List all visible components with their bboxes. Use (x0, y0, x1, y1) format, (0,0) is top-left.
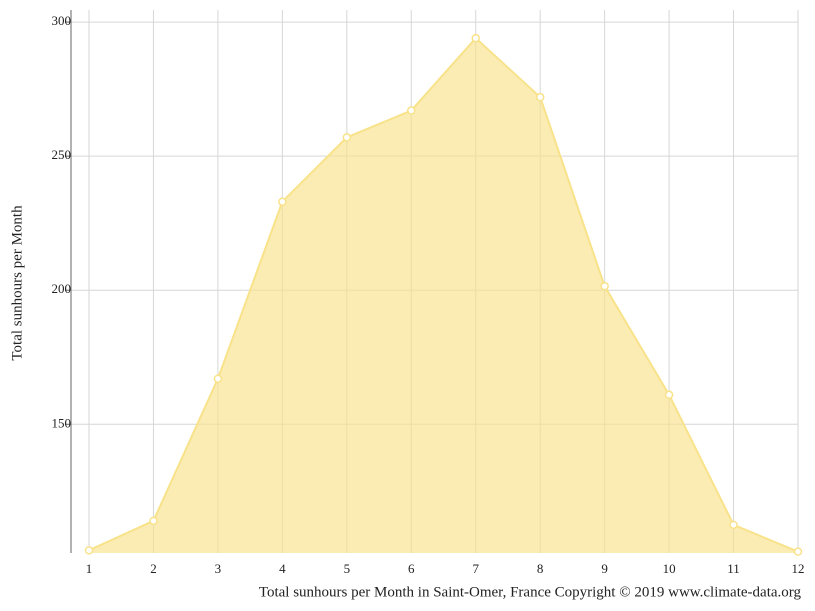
point (664, 390, 674, 400)
x-tick-label: 7 (472, 561, 479, 576)
x-tick-label: 2 (150, 561, 157, 576)
point (149, 516, 158, 526)
y-axis-label: Total sunhours per Month (9, 205, 25, 361)
point (407, 106, 416, 115)
point (84, 546, 94, 555)
x-tick-label: 11 (727, 561, 740, 576)
y-tick-label: 200 (52, 281, 72, 296)
y-tick-label: 300 (52, 13, 72, 28)
point (793, 547, 803, 556)
x-tick-label: 9 (601, 561, 608, 576)
point (213, 374, 223, 383)
point (600, 281, 609, 291)
y-tick-label: 150 (52, 415, 72, 430)
x-tick-label: 12 (792, 561, 805, 576)
caption: Total sunhours per Month in Saint-Omer, … (259, 584, 802, 600)
x-tick-label: 1 (86, 561, 93, 576)
point (471, 33, 480, 43)
x-tick-label: 8 (537, 561, 544, 576)
point (535, 92, 545, 102)
point (278, 197, 287, 206)
area (89, 38, 798, 553)
line (88, 36, 799, 553)
point (729, 520, 738, 530)
point (342, 133, 352, 142)
y-tick-label: 250 (52, 147, 72, 162)
x-tick-label: 5 (344, 561, 351, 576)
x-tick-label: 6 (408, 561, 415, 576)
x-tick-label: 10 (663, 561, 676, 576)
x-tick-label: 4 (279, 561, 286, 576)
x-tick-label: 3 (215, 561, 222, 576)
